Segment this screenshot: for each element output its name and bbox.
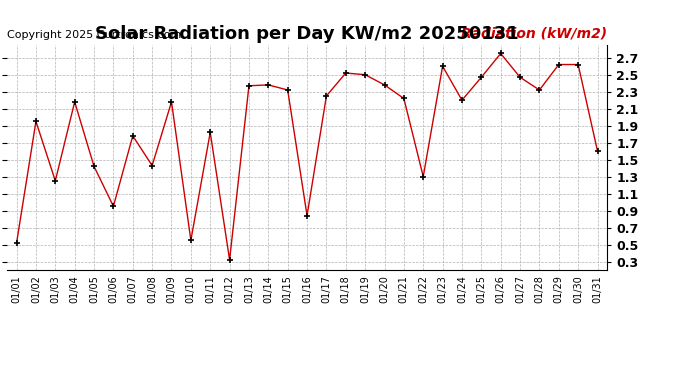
Text: Copyright 2025 Curtronics.com: Copyright 2025 Curtronics.com [7,30,181,40]
Text: Radiation (kW/m2): Radiation (kW/m2) [461,27,607,40]
Title: Solar Radiation per Day KW/m2 20250131: Solar Radiation per Day KW/m2 20250131 [95,26,519,44]
